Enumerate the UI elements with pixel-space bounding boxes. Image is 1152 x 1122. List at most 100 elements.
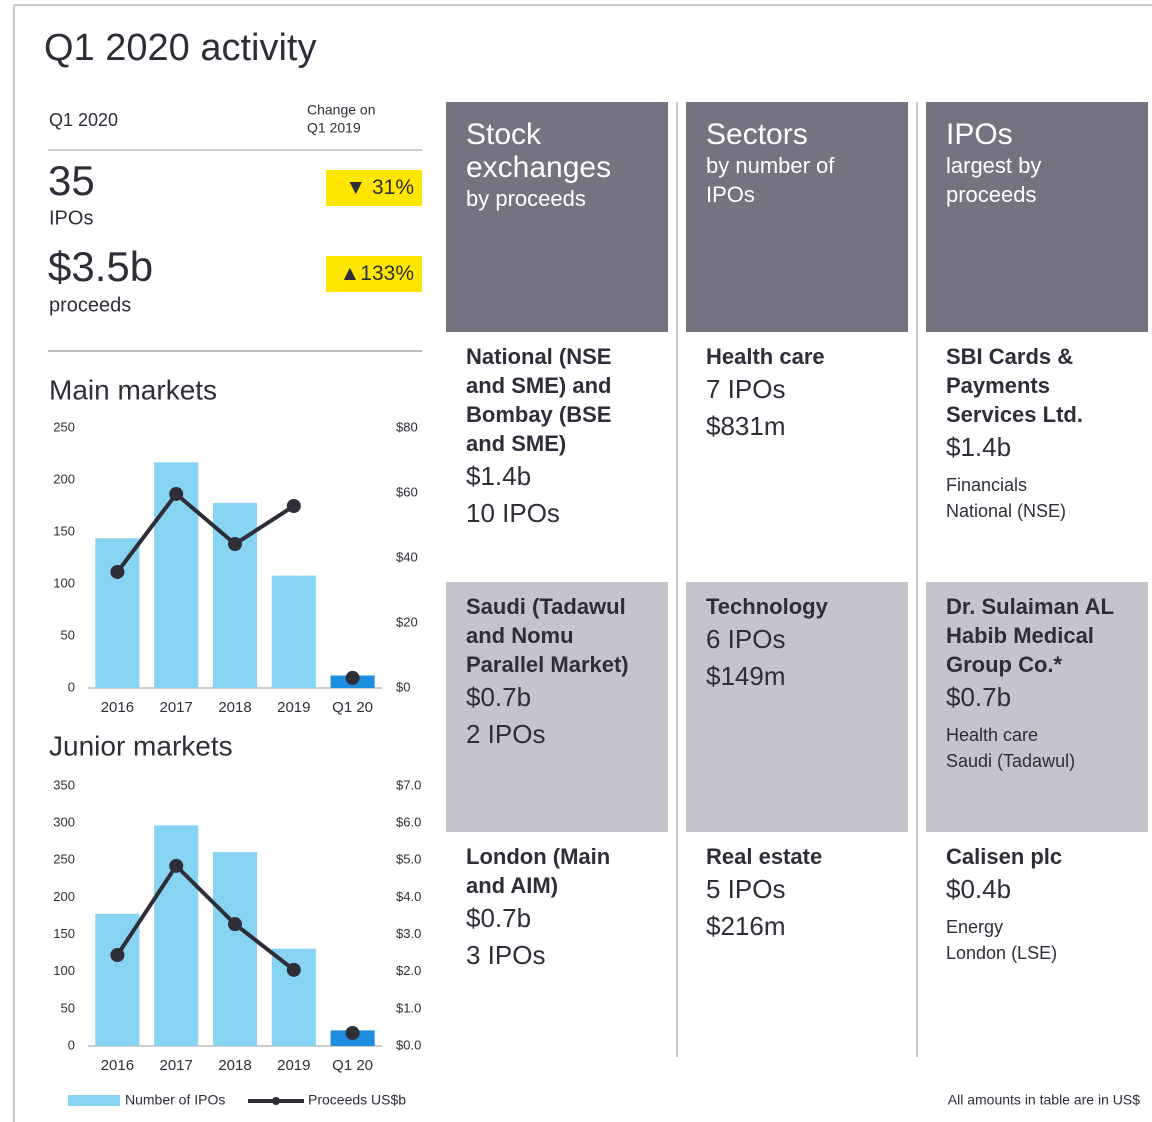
y-tick-label: 0 — [68, 679, 75, 694]
cell-sector: Financials — [946, 475, 1028, 495]
y-tick-label: 150 — [53, 926, 75, 941]
bar — [95, 538, 140, 688]
y2-tick-label: $0 — [396, 679, 410, 694]
cell-name: London (Main and AIM) — [466, 844, 611, 898]
y2-tick-label: $3.0 — [396, 926, 421, 941]
y2-tick-label: $7.0 — [396, 777, 421, 792]
y2-tick-label: $40 — [396, 549, 418, 564]
table-cell: Health care 7 IPOs $831m — [686, 332, 908, 582]
cell-name: Technology — [706, 594, 828, 619]
cell-ipos: 2 IPOs — [466, 719, 546, 749]
column-title: Sectors — [706, 118, 808, 151]
kpi-label: proceeds — [49, 294, 131, 316]
column-title: IPOs — [946, 118, 1013, 151]
y2-tick-label: $20 — [396, 614, 418, 629]
cell-name: SBI Cards & Payments Services Ltd. — [946, 344, 1083, 427]
y-tick-label: 100 — [53, 575, 75, 590]
y-tick-label: 250 — [53, 852, 75, 867]
change-label: Q1 2019 — [307, 120, 361, 136]
y-tick-label: 50 — [61, 627, 75, 642]
table-cell: London (Main and AIM) $0.7b 3 IPOs — [446, 832, 668, 1082]
cell-sector: Health care — [946, 725, 1039, 745]
x-tick-label: 2016 — [101, 1057, 134, 1074]
y-tick-label: 300 — [53, 815, 75, 830]
table-cell: Real estate 5 IPOs $216m — [686, 832, 908, 1082]
line-point — [228, 537, 242, 552]
bar — [154, 825, 199, 1046]
x-tick-label: 2018 — [218, 699, 251, 716]
cell-exchange: Saudi (Tadawul) — [946, 751, 1076, 771]
page-title: Q1 2020 activity — [44, 27, 316, 69]
x-tick-label: 2017 — [160, 1057, 193, 1074]
cell-proceeds: $1.4b — [946, 432, 1012, 462]
column-subtitle: by proceeds — [466, 186, 586, 211]
table-cell: Saudi (Tadawul and Nomu Parallel Market)… — [446, 582, 668, 832]
kpi-value: 35 — [48, 157, 95, 204]
line-point — [345, 1026, 360, 1040]
change-badge: ▲133% — [326, 256, 422, 292]
bar — [271, 575, 316, 688]
table-cell: Technology 6 IPOs $149m — [686, 582, 908, 832]
line — [115, 862, 296, 972]
table-cell: SBI Cards & Payments Services Ltd. $1.4b F… — [926, 332, 1148, 582]
cell-ipos: 6 IPOs — [706, 624, 786, 654]
line-point — [228, 917, 242, 932]
cell-ipos: 3 IPOs — [466, 940, 546, 970]
cell-name: Health care — [706, 344, 825, 369]
y2-tick-label: $1.0 — [396, 1000, 421, 1015]
cell-ipos: 10 IPOs — [466, 498, 560, 528]
y-tick-label: 150 — [53, 523, 75, 538]
column-subtitle: by number of IPOs — [706, 153, 835, 207]
cell-proceeds: $831m — [706, 411, 786, 441]
line-point — [110, 564, 125, 579]
cell-proceeds: $0.7b — [466, 682, 532, 712]
table-cell: National (NSE and SME) and Bombay (BSE a… — [446, 332, 668, 582]
y-tick-label: 100 — [53, 963, 75, 978]
footnote: All amounts in table are in US$ — [948, 1092, 1140, 1108]
line-point — [286, 962, 301, 977]
legend-label: Number of IPOs — [125, 1092, 225, 1108]
y2-tick-label: $2.0 — [396, 963, 421, 978]
line — [115, 491, 295, 574]
chart-title: Main markets — [49, 374, 217, 405]
y2-tick-label: $5.0 — [396, 852, 421, 867]
y-tick-label: 0 — [68, 1037, 75, 1052]
cell-ipos: 7 IPOs — [706, 374, 786, 404]
table-cell: Calisen plc $0.4b Energy London (LSE) — [926, 832, 1148, 1082]
legend-swatch — [68, 1095, 120, 1106]
y2-tick-label: $6.0 — [396, 815, 421, 830]
cell-proceeds: $0.7b — [466, 903, 532, 933]
y-tick-label: 200 — [53, 471, 75, 486]
x-tick-label: Q1 20 — [332, 1057, 373, 1074]
column-subtitle: largest by proceeds — [946, 153, 1042, 207]
cell-ipos: 5 IPOs — [706, 874, 786, 904]
line-point — [345, 670, 360, 685]
change-label: Change on — [307, 102, 376, 118]
y2-tick-label: $80 — [396, 419, 418, 434]
line-point — [169, 858, 184, 873]
legend-swatch — [272, 1097, 280, 1105]
cell-exchange: London (LSE) — [946, 943, 1058, 963]
cell-name: Real estate — [706, 844, 823, 869]
line-point — [169, 486, 184, 501]
period: Q1 2020 — [49, 110, 118, 130]
x-tick-label: 2019 — [277, 1057, 310, 1074]
y-tick-label: 200 — [53, 889, 75, 904]
y-tick-label: 50 — [61, 1000, 75, 1015]
kpi-value: $3.5b — [48, 243, 153, 290]
line-point — [110, 948, 125, 962]
cell-name: Saudi (Tadawul and Nomu Parallel Market) — [466, 594, 629, 677]
column-header: Stock exchanges by proceeds — [446, 102, 668, 332]
cell-proceeds: $216m — [706, 911, 786, 941]
column-header: IPOs largest by proceeds — [926, 102, 1148, 332]
cell-proceeds: $1.4b — [466, 461, 532, 491]
cell-proceeds: $149m — [706, 661, 786, 691]
cell-name: Calisen plc — [946, 844, 1063, 869]
x-tick-label: 2019 — [277, 699, 310, 716]
y-tick-label: 250 — [53, 419, 75, 434]
cell-proceeds: $0.7b — [946, 682, 1012, 712]
change-badge: ▼ 31% — [326, 170, 422, 206]
cell-name: Dr. Sulaiman AL Habib Medical Group Co.* — [946, 594, 1114, 677]
bar — [212, 852, 258, 1046]
